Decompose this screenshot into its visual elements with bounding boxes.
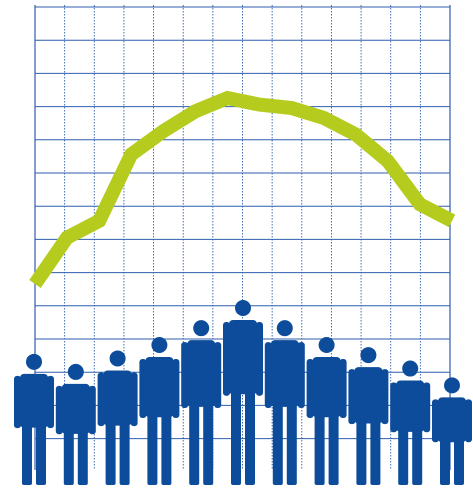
person-figure bbox=[14, 353, 54, 485]
person-figure bbox=[97, 350, 138, 485]
person-figure bbox=[432, 377, 472, 485]
person-figure bbox=[139, 337, 180, 485]
person-figure bbox=[55, 363, 96, 485]
person-figure bbox=[348, 347, 389, 485]
person-figure bbox=[306, 337, 347, 485]
person-figure bbox=[223, 300, 263, 485]
trend-line bbox=[29, 90, 456, 288]
person-figure bbox=[181, 320, 222, 485]
person-figure bbox=[390, 360, 431, 485]
person-figure bbox=[264, 320, 305, 485]
people-figures bbox=[14, 300, 472, 485]
